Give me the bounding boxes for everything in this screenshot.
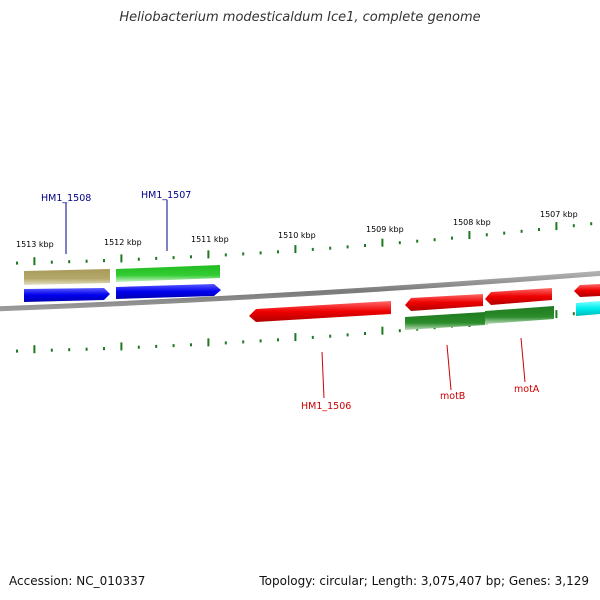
genome-summary-text: Topology: circular; Length: 3,075,407 bp… (259, 574, 589, 588)
minor-tick (329, 334, 332, 338)
minor-tick (485, 233, 488, 237)
minor-tick (277, 338, 279, 342)
major-tick (294, 245, 297, 254)
genome-backbone (0, 270, 600, 312)
minor-tick (85, 259, 88, 263)
feature-hm1-1507-blue[interactable] (116, 284, 221, 299)
major-tick (120, 254, 123, 263)
major-tick (120, 342, 123, 351)
minor-tick (259, 339, 262, 343)
minor-tick (590, 222, 593, 226)
minor-tick (50, 348, 53, 352)
accession-text: Accession: NC_010337 (9, 574, 146, 588)
minor-tick (137, 345, 140, 349)
feature-darkgreen-1[interactable] (405, 312, 485, 330)
gene-label-hm1-1508[interactable]: HM1_1508 (41, 193, 91, 204)
gene-label-hm1-1506[interactable]: HM1_1506 (301, 401, 351, 412)
feature-red-right-edge[interactable] (574, 284, 600, 297)
feature-cyan-right-edge[interactable] (576, 301, 600, 316)
minor-tick (538, 228, 540, 231)
minor-tick (242, 252, 245, 256)
minor-tick (103, 259, 105, 263)
minor-tick (155, 256, 158, 260)
tick-label-1510: 1510 kbp (278, 231, 316, 240)
minor-tick (572, 224, 575, 228)
minor-tick (16, 261, 18, 265)
tick-label-1511: 1511 kbp (191, 235, 229, 244)
minor-tick (364, 332, 366, 335)
minor-tick (172, 344, 175, 348)
minor-tick (398, 241, 401, 245)
minor-tick (451, 236, 453, 240)
major-tick (555, 310, 558, 319)
feature-hm1-1508-blue[interactable] (24, 288, 110, 302)
major-tick (555, 222, 558, 231)
map-title: Heliobacterium modesticaldum Ice1, compl… (119, 10, 481, 25)
minor-tick (16, 349, 18, 353)
major-tick (33, 345, 36, 354)
minor-tick (346, 333, 349, 337)
tick-label-1512: 1512 kbp (104, 238, 142, 247)
minor-tick (85, 347, 88, 351)
feature-hm1-1506[interactable] (249, 301, 391, 322)
minor-tick (277, 250, 279, 254)
feature-motb[interactable] (405, 294, 483, 311)
feature-darkgreen-2[interactable] (485, 306, 554, 324)
minor-tick (190, 343, 192, 347)
minor-tick (190, 255, 192, 259)
minor-tick (572, 312, 575, 316)
major-tick (294, 333, 297, 342)
minor-tick (433, 238, 436, 242)
major-tick (207, 250, 210, 259)
tick-label-1507: 1507 kbp (540, 210, 578, 219)
minor-tick (68, 348, 71, 352)
leader-motb (446, 344, 452, 391)
minor-tick (137, 257, 140, 261)
minor-tick (398, 329, 401, 333)
minor-tick (103, 347, 105, 351)
major-tick (381, 326, 384, 335)
minor-tick (520, 229, 523, 233)
minor-tick (346, 245, 349, 249)
tick-label-1509: 1509 kbp (366, 225, 404, 234)
leader-hm1-1506 (321, 351, 325, 399)
minor-tick (416, 239, 419, 243)
minor-tick (50, 260, 53, 264)
gene-label-motb[interactable]: motB (440, 391, 465, 402)
minor-tick (155, 344, 158, 348)
minor-tick (259, 251, 262, 255)
minor-tick (329, 246, 332, 250)
minor-tick (242, 340, 245, 344)
feature-mota[interactable] (485, 288, 552, 305)
tick-label-1508: 1508 kbp (453, 218, 491, 227)
feature-hm1-1508-khaki[interactable] (24, 269, 110, 285)
major-tick (207, 338, 210, 347)
minor-tick (172, 256, 175, 260)
minor-tick (68, 260, 71, 264)
major-tick (33, 257, 36, 266)
minor-tick (311, 335, 314, 339)
major-tick (381, 238, 384, 247)
minor-tick (503, 231, 506, 235)
minor-tick (364, 244, 366, 247)
gene-label-mota[interactable]: motA (514, 384, 540, 395)
leader-mota (520, 337, 526, 383)
minor-tick (224, 341, 227, 345)
major-tick (468, 231, 471, 239)
outer-tick-marks (16, 222, 593, 266)
minor-tick (224, 253, 227, 257)
feature-green-upper[interactable] (116, 265, 220, 282)
gene-label-hm1-1507[interactable]: HM1_1507 (141, 190, 191, 201)
minor-tick (311, 247, 314, 251)
tick-label-1513: 1513 kbp (16, 240, 54, 249)
